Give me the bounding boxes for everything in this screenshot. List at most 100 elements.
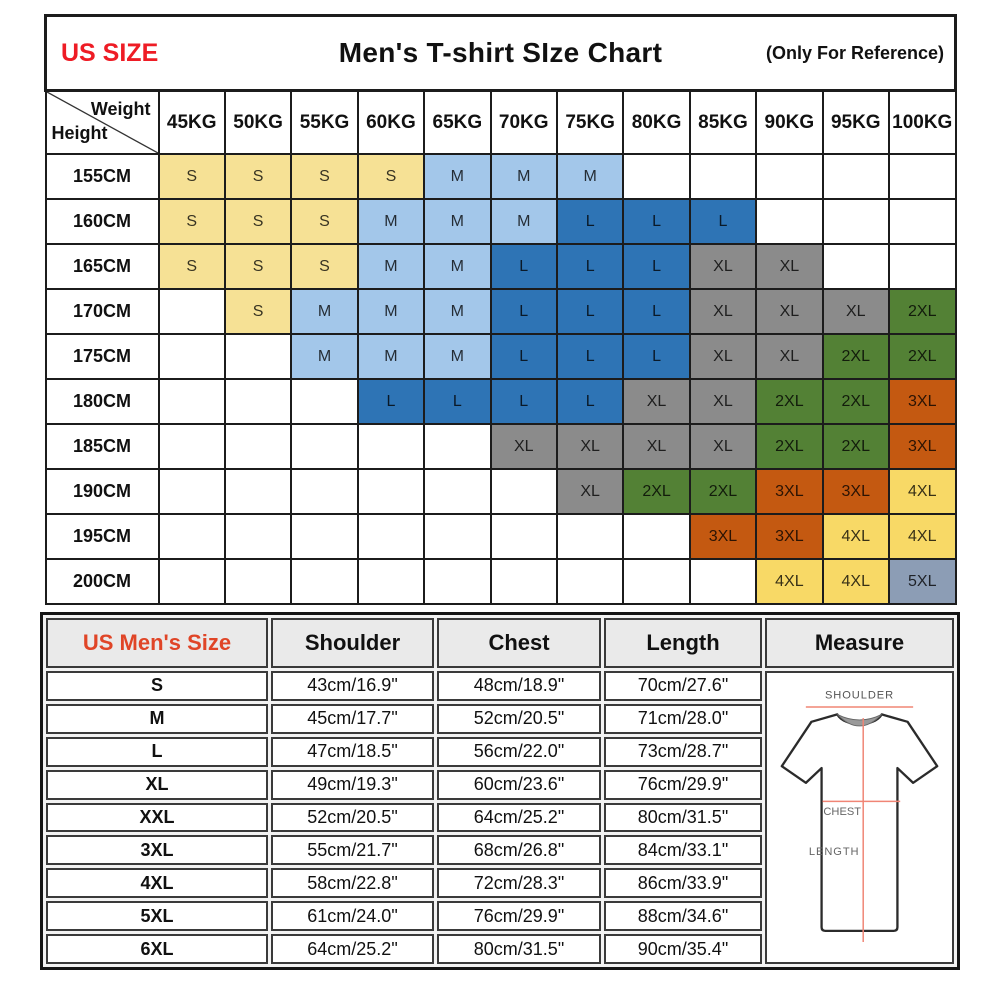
size-cell: S xyxy=(290,243,359,290)
measurements-table-wrap: US Men's Size Shoulder Chest Length Measure … xyxy=(40,612,960,970)
size-name: XL xyxy=(46,769,268,800)
size-cell: 5XL xyxy=(887,558,957,605)
table-row: 185CM XL XL XL XL 2XL 2XL 3XL xyxy=(44,423,957,470)
size-cell: M xyxy=(489,153,558,200)
shoulder-value: 43cm/16.9" xyxy=(271,671,434,701)
size-cell: L xyxy=(622,333,691,380)
shoulder-diagram-label: SHOULDER xyxy=(825,689,894,701)
size-cell: XL xyxy=(688,378,758,425)
empty-cell xyxy=(821,153,890,200)
measure-header-us-men-s-size: US Men's Size xyxy=(46,618,268,668)
size-cell: S xyxy=(223,153,293,200)
size-cell: 3XL xyxy=(755,513,824,560)
title-row: US SIZE Men's T-shirt SIze Chart (Only F… xyxy=(44,14,957,92)
table-row: 4XL 58cm/22.8" 72cm/28.3" 86cm/33.9" xyxy=(46,868,954,899)
size-cell: 4XL xyxy=(821,558,890,605)
empty-cell xyxy=(755,198,824,245)
height-label: 195CM xyxy=(44,513,160,560)
size-cell: M xyxy=(356,198,426,245)
size-cell: S xyxy=(223,288,293,335)
size-cell: XL xyxy=(755,243,824,290)
length-value: 86cm/33.9" xyxy=(604,868,762,899)
table-row: 195CM 3XL 3XL 4XL 4XL xyxy=(44,513,957,560)
empty-cell xyxy=(887,153,957,200)
size-cell: L xyxy=(622,288,691,335)
measure-header-chest: Chest xyxy=(437,618,601,668)
tshirt-diagram-svg: SHOULDER CHEST LENGTH xyxy=(780,689,939,942)
empty-cell xyxy=(688,153,758,200)
weight-label: 60KG xyxy=(356,89,426,155)
height-label: 190CM xyxy=(44,468,160,515)
chest-value: 56cm/22.0" xyxy=(437,736,601,767)
table-row: XL 49cm/19.3" 60cm/23.6" 76cm/29.9" xyxy=(46,769,954,800)
size-cell: L xyxy=(489,243,558,290)
size-cell: 3XL xyxy=(688,513,758,560)
size-cell: 3XL xyxy=(755,468,824,515)
size-cell: 3XL xyxy=(887,423,957,470)
height-label: 180CM xyxy=(44,378,160,425)
empty-cell xyxy=(423,558,492,605)
measure-diagram-cell: SHOULDER CHEST LENGTH xyxy=(765,671,954,964)
height-weight-size-table: US SIZE Men's T-shirt SIze Chart (Only F… xyxy=(44,14,957,605)
chest-diagram-label: CHEST xyxy=(823,806,861,818)
size-cell: L xyxy=(622,243,691,290)
size-cell: M xyxy=(489,198,558,245)
empty-cell xyxy=(423,468,492,515)
table-row: M 45cm/17.7" 52cm/20.5" 71cm/28.0" xyxy=(46,703,954,734)
size-cell: M xyxy=(356,288,426,335)
corner-weight-label: Weight xyxy=(90,99,151,119)
size-cell: L xyxy=(688,198,758,245)
size-cell: 2XL xyxy=(755,378,824,425)
size-cell: XL xyxy=(489,423,558,470)
weight-label: 55KG xyxy=(290,89,359,155)
reference-note: (Only For Reference) xyxy=(765,42,944,63)
size-cell: XL xyxy=(555,423,625,470)
size-cell: L xyxy=(555,333,625,380)
size-name: 3XL xyxy=(46,835,268,866)
size-cell: L xyxy=(489,288,558,335)
weight-label: 45KG xyxy=(157,89,226,155)
size-cell: L xyxy=(555,198,625,245)
size-name: L xyxy=(46,736,268,767)
size-cell: S xyxy=(223,243,293,290)
empty-cell xyxy=(223,423,293,470)
table-row: L 47cm/18.5" 56cm/22.0" 73cm/28.7" xyxy=(46,736,954,767)
empty-cell xyxy=(223,558,293,605)
size-cell: M xyxy=(290,288,359,335)
chest-value: 48cm/18.9" xyxy=(437,671,601,701)
empty-cell xyxy=(290,513,359,560)
empty-cell xyxy=(622,513,691,560)
length-value: 76cm/29.9" xyxy=(604,769,762,800)
chest-value: 64cm/25.2" xyxy=(437,802,601,833)
size-cell: XL xyxy=(821,288,890,335)
weight-header-row: Weight Height 45KG 50KG 55KG 60KG 65KG 70KG 75… xyxy=(44,89,957,155)
empty-cell xyxy=(290,468,359,515)
size-cell: L xyxy=(423,378,492,425)
empty-cell xyxy=(290,378,359,425)
empty-cell xyxy=(688,558,758,605)
empty-cell xyxy=(157,558,226,605)
height-label: 160CM xyxy=(44,198,160,245)
weight-label: 80KG xyxy=(622,89,691,155)
size-cell: L xyxy=(555,288,625,335)
size-cell: M xyxy=(423,243,492,290)
size-cell: L xyxy=(622,198,691,245)
height-label: 175CM xyxy=(44,333,160,380)
table-row: 5XL 61cm/24.0" 76cm/29.9" 88cm/34.6" xyxy=(46,901,954,931)
height-label: 200CM xyxy=(44,558,160,605)
size-cell: S xyxy=(157,198,226,245)
length-value: 73cm/28.7" xyxy=(604,736,762,767)
empty-cell xyxy=(887,243,957,290)
size-cell: 4XL xyxy=(887,513,957,560)
size-cell: M xyxy=(423,333,492,380)
empty-cell xyxy=(290,558,359,605)
size-cell: XL xyxy=(688,243,758,290)
table-row: 170CM S M M M L L L XL XL XL 2XL xyxy=(44,288,957,335)
size-cell: 2XL xyxy=(821,333,890,380)
size-cell: M xyxy=(423,153,492,200)
size-cell: M xyxy=(290,333,359,380)
size-cell: XL xyxy=(622,378,691,425)
shoulder-value: 64cm/25.2" xyxy=(271,934,434,964)
size-cell: 2XL xyxy=(887,288,957,335)
empty-cell xyxy=(223,333,293,380)
